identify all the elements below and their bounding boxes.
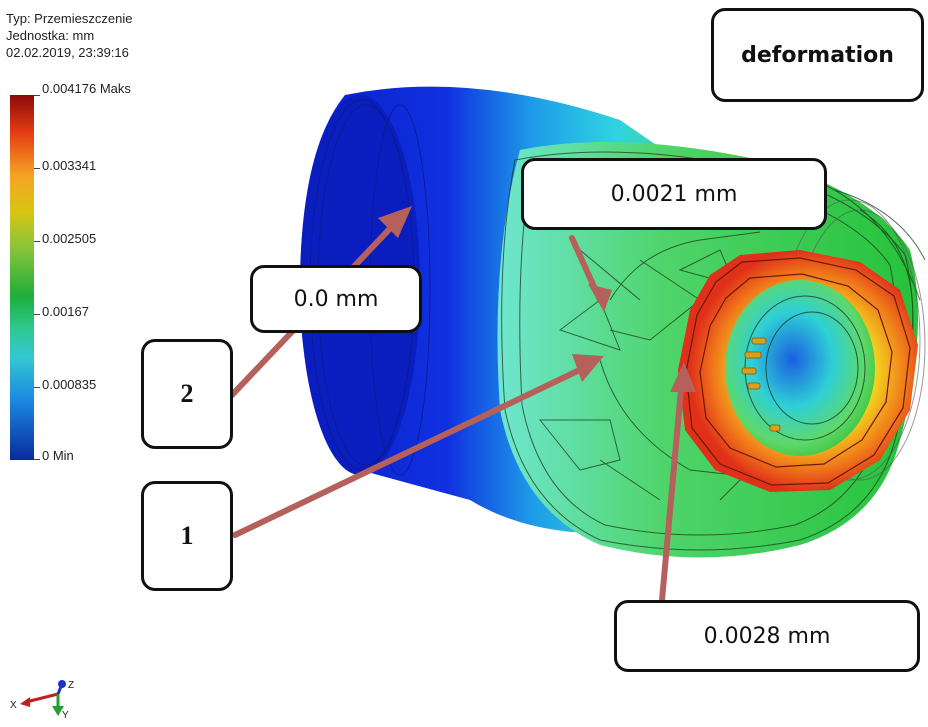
result-type: Typ: Przemieszczenie [6,11,133,26]
legend-label: 0.003341 [42,158,97,173]
arrow-1 [232,362,593,538]
legend-label: 0.00167 [42,304,89,319]
arrowhead-top [588,284,612,312]
axis-label-x: X [10,700,17,711]
result-unit: Jednostka: mm [6,28,95,43]
legend-label: 0.002505 [42,231,97,246]
legend-tick [34,95,40,96]
marker-callout-1: 1 [141,481,233,591]
axes-triad: X Z Y [6,678,76,722]
marker-callout-2: 2 [141,339,233,449]
legend-label-min: 0 Min [42,448,74,463]
axes-triad-icon [20,680,66,716]
axis-label-z: Z [68,680,75,691]
ring-bore [725,280,875,456]
arrowhead-2 [378,206,412,238]
legend-label-max: 0.004176 Maks [42,81,131,96]
value-callout-top: 0.0021 mm [521,158,827,230]
arrowhead-bottom [670,362,696,392]
legend-label: 0.000835 [42,377,97,392]
legend-tick [34,168,40,169]
value-callout-bottom: 0.0028 mm [614,600,920,672]
color-scale-bar [10,95,34,460]
legend-tick [34,387,40,388]
result-datetime: 02.02.2019, 23:39:16 [6,45,129,60]
legend-tick [34,241,40,242]
value-callout-left: 0.0 mm [250,265,422,333]
result-info: Typ: Przemieszczenie Jednostka: mm 02.02… [6,10,132,61]
title-callout: deformation [711,8,924,102]
arrowhead-1 [572,354,604,382]
legend-tick [34,459,40,460]
arrow-bottom [659,375,685,603]
axis-label-y: Y [62,710,69,721]
legend-tick [34,314,40,315]
